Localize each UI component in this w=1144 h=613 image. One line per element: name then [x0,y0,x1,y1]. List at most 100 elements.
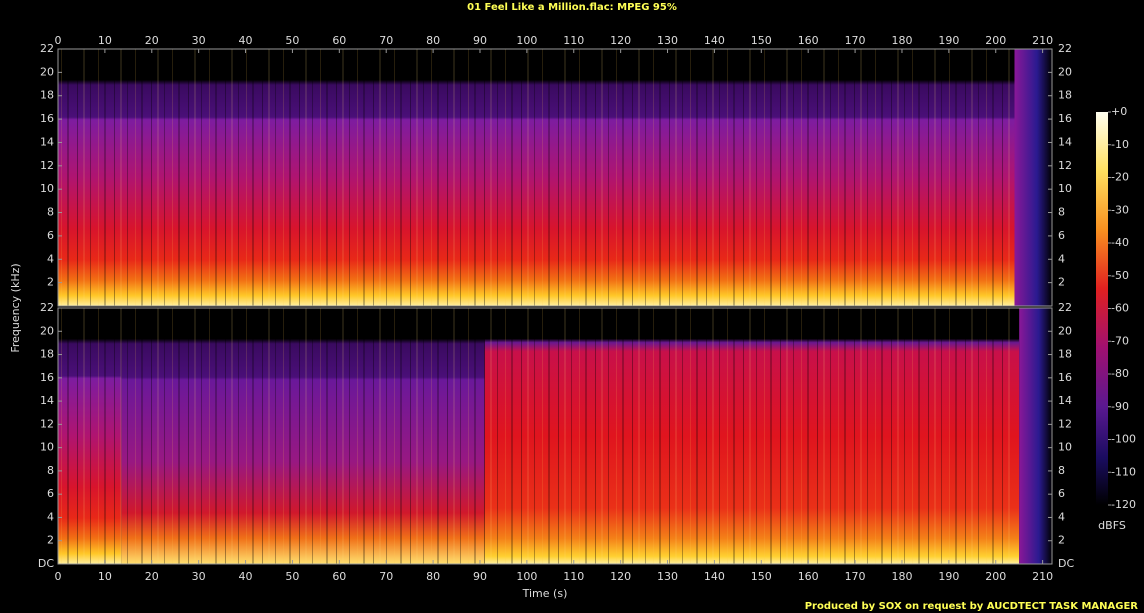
x-tick-label: 40 [239,34,253,47]
y-tick-label: 12 [1058,417,1072,430]
y-tick-label: 14 [1058,394,1072,407]
colorbar [1096,112,1108,505]
colorbar-label: dBFS [1098,519,1126,532]
x-tick-label: 140 [704,570,725,583]
x-tick-label: 10 [98,34,112,47]
y-tick-label: DC [38,557,54,570]
y-tick-label: 2 [47,534,54,547]
y-tick-label: 6 [47,229,54,242]
x-tick-label: 150 [751,34,772,47]
y-tick-label: 8 [1058,206,1065,219]
colorbar-tick-label: -70 [1111,334,1129,347]
y-tick-label: 10 [1058,441,1072,454]
y-tick-label: 14 [1058,135,1072,148]
panel-frame [57,307,1053,565]
x-tick-label: 80 [426,34,440,47]
x-tick-label: 170 [845,34,866,47]
colorbar-tick-label: -10 [1111,138,1129,151]
y-tick-label: 16 [1058,112,1072,125]
y-tick-label: 18 [1058,348,1072,361]
y-tick-label: 14 [40,394,54,407]
spectrum [1019,308,1052,564]
x-axis-label: Time (s) [522,587,568,600]
y-tick-label: 20 [40,65,54,78]
y-tick-label: 20 [1058,324,1072,337]
x-tick-label: 180 [891,570,912,583]
y-tick-label: 16 [40,371,54,384]
y-tick-label: 22 [1058,42,1072,55]
colorbar-tick-label: -60 [1111,302,1129,315]
colorbar-tick-label: -90 [1111,400,1129,413]
x-tick-label: 130 [657,570,678,583]
y-tick-label: 8 [47,206,54,219]
y-tick-label: 10 [40,182,54,195]
colorbar-tick-label: -110 [1111,465,1136,478]
y-tick-label: 4 [47,510,54,523]
x-tick-label: 160 [798,570,819,583]
x-tick-label: 200 [985,570,1006,583]
x-tick-label: 70 [379,570,393,583]
panel-frame [57,48,1053,307]
x-tick-label: 110 [563,34,584,47]
y-tick-label: 4 [47,252,54,265]
y-tick-label: 22 [40,42,54,55]
y-axis-label: Frequency (kHz) [9,263,22,352]
x-tick-label: 0 [55,34,62,47]
y-tick-label: 20 [1058,65,1072,78]
y-tick-label: 12 [1058,159,1072,172]
title: 01 Feel Like a Million.flac: MPEG 95% [467,2,677,13]
x-tick-label: 60 [332,570,346,583]
x-tick-label: 90 [473,570,487,583]
y-tick-label: 18 [40,348,54,361]
y-tick-label: 2 [1058,276,1065,289]
y-tick-label: 6 [1058,487,1065,500]
y-tick-label: 4 [1058,252,1065,265]
y-tick-label: 22 [1058,301,1072,314]
x-tick-label: 180 [891,34,912,47]
y-tick-label: 12 [40,159,54,172]
x-tick-label: 30 [192,34,206,47]
y-tick-label: 6 [1058,229,1065,242]
x-tick-label: 90 [473,34,487,47]
x-tick-label: 60 [332,34,346,47]
y-tick-label: 2 [47,276,54,289]
y-tick-label: 20 [40,324,54,337]
y-tick-label: 16 [1058,371,1072,384]
y-tick-label: 18 [1058,89,1072,102]
texture [58,308,1015,564]
x-tick-label: 130 [657,34,678,47]
footer: Produced by SOX on request by AUCDTECT T… [805,601,1139,612]
x-tick-label: 20 [145,34,159,47]
x-tick-label: 190 [938,34,959,47]
y-tick-label: 10 [1058,182,1072,195]
y-tick-label: 16 [40,112,54,125]
y-tick-label: 18 [40,89,54,102]
colorbar-tick-label: -100 [1111,433,1136,446]
x-tick-label: 50 [285,570,299,583]
x-tick-label: 110 [563,570,584,583]
texture [58,49,1015,306]
x-tick-label: 70 [379,34,393,47]
x-tick-label: 210 [1032,34,1053,47]
y-tick-label: 8 [47,464,54,477]
x-tick-label: 0 [55,570,62,583]
x-tick-label: 190 [938,570,959,583]
x-tick-label: 200 [985,34,1006,47]
x-tick-label: 80 [426,570,440,583]
x-tick-label: 210 [1032,570,1053,583]
x-tick-label: 40 [239,570,253,583]
x-tick-label: 10 [98,570,112,583]
x-tick-label: 170 [845,570,866,583]
colorbar-tick-label: -120 [1111,498,1136,511]
x-tick-label: 120 [610,570,631,583]
y-tick-label: 14 [40,135,54,148]
y-tick-label: 2 [1058,534,1065,547]
x-tick-label: 30 [192,570,206,583]
x-tick-label: 20 [145,570,159,583]
x-tick-label: 150 [751,570,772,583]
colorbar-tick-label: -40 [1111,236,1129,249]
spectrum [1014,49,1052,306]
y-tick-label: 6 [47,487,54,500]
x-tick-label: 50 [285,34,299,47]
